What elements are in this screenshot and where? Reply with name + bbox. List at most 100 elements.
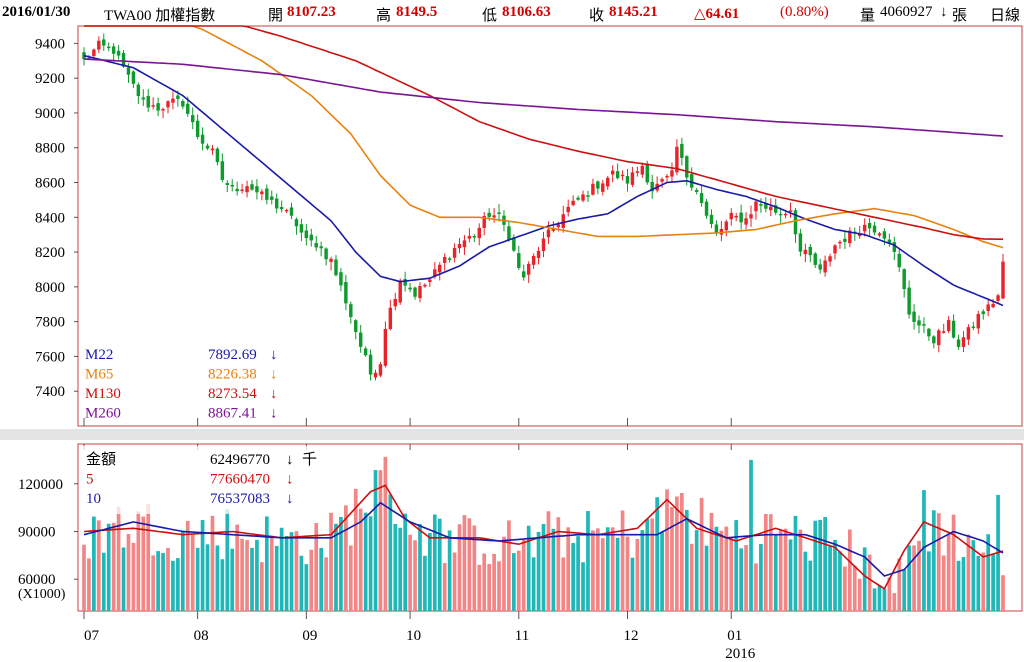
volume-bar	[225, 509, 230, 611]
volume-bar	[106, 523, 111, 611]
candle-body	[151, 105, 155, 107]
candle-body	[195, 120, 200, 137]
volume-bar	[339, 516, 343, 611]
candle-body	[601, 183, 605, 192]
candle-body	[788, 210, 793, 212]
volume-bar	[190, 534, 195, 611]
volume-legend-box	[82, 446, 322, 514]
volume-bar	[912, 545, 916, 611]
volume-bar	[680, 493, 684, 611]
candle-body	[452, 248, 457, 258]
volume-bar	[393, 523, 398, 611]
candle-body	[596, 181, 600, 189]
volume-bar	[1001, 575, 1005, 611]
volume-bar	[437, 518, 442, 611]
candle-body	[309, 234, 313, 241]
close-label: 收	[589, 8, 605, 24]
candle-body	[843, 238, 847, 242]
volume-bar	[768, 514, 773, 611]
candle-body	[517, 253, 521, 268]
volume-bar	[92, 516, 96, 611]
volume-bar	[857, 578, 862, 611]
candle-body	[438, 264, 442, 273]
volume-bar	[245, 540, 249, 611]
volume-bar	[358, 508, 363, 611]
y-tick-label: 9000	[35, 106, 65, 122]
candle-body	[205, 145, 210, 149]
candle-body	[190, 115, 195, 123]
volume-value: 4060927	[880, 4, 933, 20]
volume-bar	[324, 557, 328, 611]
candle-body	[383, 328, 388, 366]
candle-body	[358, 332, 363, 347]
candle-body	[304, 230, 309, 239]
volume-bar	[289, 532, 294, 611]
down-arrow-icon: ↓	[270, 347, 278, 363]
candle-body	[92, 49, 96, 57]
volume-bar	[660, 532, 664, 611]
y-tick-label: 8800	[35, 141, 65, 157]
volume-legend-name: 10	[86, 491, 101, 507]
volume-bar	[808, 560, 813, 611]
candle-body	[857, 234, 862, 237]
volume-bar	[571, 542, 575, 611]
candle-body	[808, 246, 813, 256]
volume-bar	[773, 535, 778, 611]
volume-bar	[432, 514, 437, 611]
volume-bar	[492, 553, 496, 611]
candle-body	[284, 209, 289, 212]
candle-body	[289, 207, 294, 216]
volume-bar	[897, 558, 902, 611]
y-tick-label: 7600	[35, 349, 65, 365]
candle-body	[828, 256, 832, 262]
candle-body	[660, 179, 664, 182]
volume-legend-value: 62496770	[210, 452, 270, 468]
candle-body	[447, 258, 452, 260]
volume-bar	[526, 525, 531, 611]
volume-bar	[353, 488, 358, 611]
volume-bar	[319, 547, 324, 611]
candle-body	[961, 337, 966, 347]
candle-body	[556, 224, 561, 228]
candle-body	[882, 231, 887, 239]
candle-body	[131, 71, 136, 84]
candle-body	[907, 287, 911, 315]
low-label: 低	[482, 8, 498, 24]
candle-body	[146, 96, 150, 108]
volume-bar	[576, 536, 580, 611]
x-tick-label: 08	[194, 628, 209, 644]
volume-bar	[309, 549, 314, 611]
volume-bar	[976, 555, 981, 611]
volume-bar	[274, 545, 279, 611]
candle-body	[1001, 261, 1005, 299]
volume-bar	[452, 552, 457, 611]
candle-body	[937, 330, 941, 346]
candle-body	[793, 210, 798, 235]
candle-body	[270, 196, 274, 200]
candle-body	[724, 221, 729, 231]
candle-body	[951, 320, 956, 338]
candle-body	[774, 205, 778, 213]
volume-bar	[299, 555, 304, 611]
down-arrow-icon: ↓	[286, 491, 294, 507]
volume-bar	[151, 555, 156, 611]
volume-legend-value: 77660470	[210, 472, 270, 488]
volume-bar	[927, 551, 931, 611]
x-tick-label: 12	[623, 628, 638, 644]
volume-bar	[210, 515, 215, 611]
ma-line-m260	[83, 58, 1004, 137]
candle-body	[457, 243, 462, 249]
volume-bar	[472, 525, 477, 611]
volume-bar	[615, 537, 620, 611]
volume-bar	[887, 577, 892, 611]
volume-bar	[546, 511, 551, 611]
candle-body	[976, 314, 981, 329]
volume-bar	[941, 555, 946, 611]
change-percent: (0.80%)	[780, 4, 829, 20]
volume-bar	[966, 534, 971, 611]
candle-body	[126, 67, 131, 75]
candle-body	[200, 134, 205, 144]
candle-body	[675, 146, 679, 173]
volume-bar	[284, 536, 289, 611]
